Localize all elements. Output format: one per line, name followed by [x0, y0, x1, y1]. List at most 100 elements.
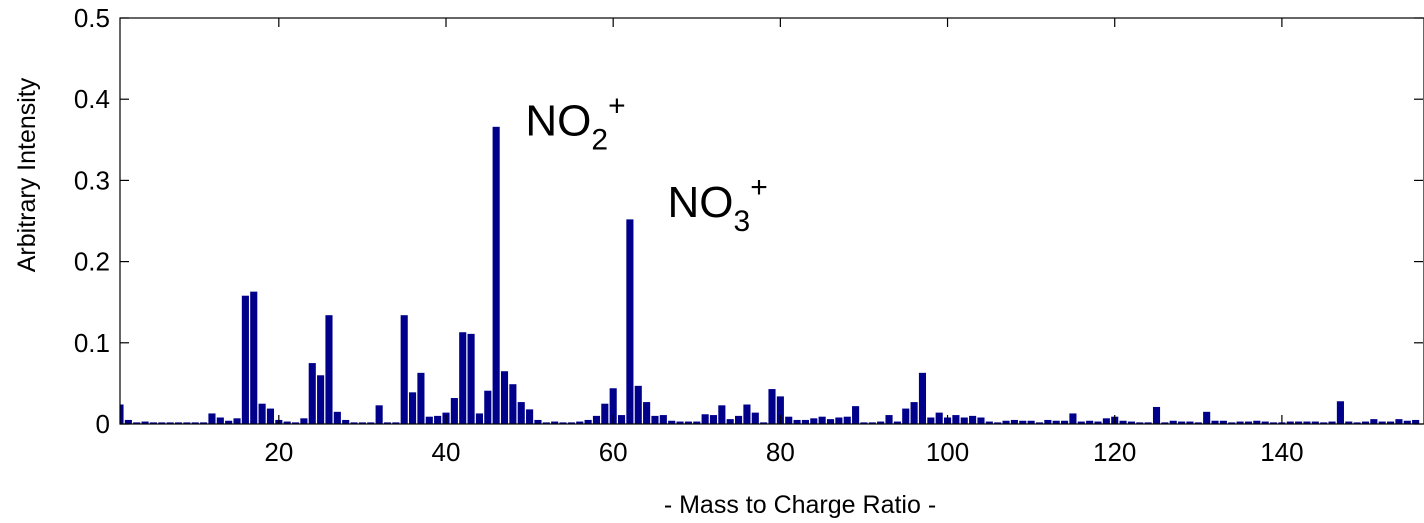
bar-mz-129	[1186, 421, 1194, 424]
bar-mz-97	[918, 372, 927, 424]
bar-mz-72	[709, 415, 718, 424]
bar-mz-12	[208, 413, 216, 424]
x-axis-label: - Mass to Charge Ratio -	[664, 491, 936, 519]
bar-mz-108	[1010, 419, 1018, 424]
bar-mz-64	[643, 402, 651, 424]
bar-mz-127	[1169, 420, 1177, 424]
bar-mz-87	[835, 417, 843, 424]
bar-mz-154	[1395, 419, 1403, 424]
y-tick-label: 0.5	[74, 3, 110, 33]
bar-mz-41	[450, 398, 458, 424]
bar-mz-30	[358, 422, 366, 424]
bar-mz-9	[183, 422, 191, 424]
bar-mz-130	[1194, 422, 1202, 424]
bar-mz-70	[693, 421, 701, 424]
bar-mz-46	[492, 126, 500, 424]
bar-mz-111	[1035, 422, 1044, 424]
bar-mz-18	[258, 403, 266, 424]
bar-mz-84	[810, 418, 818, 424]
bar-mz-132	[1211, 420, 1219, 424]
annotation-superscript: +	[608, 90, 626, 123]
annotation-subscript: 2	[591, 124, 608, 157]
bar-mz-63	[634, 385, 642, 424]
annotation-superscript: +	[750, 171, 768, 204]
bar-mz-99	[935, 412, 943, 424]
bar-mz-68	[676, 421, 684, 424]
bar-mz-107	[1002, 420, 1010, 424]
bar-mz-95	[902, 408, 910, 424]
bar-mz-8	[174, 422, 183, 424]
bar-mz-7	[166, 422, 174, 424]
bar-mz-94	[893, 421, 901, 424]
bar-mz-24	[308, 363, 316, 424]
bar-mz-89	[852, 406, 860, 424]
bar-mz-125	[1152, 406, 1161, 424]
x-tick-label: 20	[264, 437, 293, 467]
bar-mz-2	[124, 419, 132, 424]
bar-mz-135	[1236, 421, 1244, 424]
bar-mz-86	[826, 419, 835, 424]
bar-mz-88	[843, 416, 851, 424]
bar-mz-77	[751, 412, 759, 424]
bar-mz-36	[409, 392, 417, 424]
y-tick-label: 0	[96, 409, 110, 439]
bar-mz-62	[626, 219, 634, 424]
bar-mz-109	[1019, 420, 1027, 424]
bar-mz-124	[1144, 422, 1152, 424]
bar-mz-4	[141, 421, 149, 424]
peak-annotation-3: NO3+	[668, 171, 768, 238]
bar-mz-10	[191, 422, 199, 424]
bar-mz-75	[735, 415, 743, 424]
bar-mz-11	[200, 422, 208, 424]
bar-mz-45	[484, 390, 492, 424]
bar-mz-19	[266, 408, 275, 424]
bar-mz-67	[668, 420, 676, 424]
bar-mz-6	[158, 422, 166, 424]
bar-mz-123	[1136, 422, 1144, 424]
bar-mz-55	[567, 422, 575, 424]
bar-mz-15	[233, 418, 241, 424]
bar-mz-58	[592, 415, 601, 424]
bar-mz-155	[1403, 420, 1411, 424]
bar-mz-54	[559, 422, 567, 424]
bar-mz-144	[1311, 421, 1319, 424]
bar-mz-38	[425, 416, 433, 424]
bar-mz-39	[434, 415, 442, 424]
bar-mz-146	[1328, 421, 1336, 424]
bar-mz-90	[860, 422, 868, 424]
plot-frame	[119, 17, 1424, 425]
bar-mz-102	[960, 417, 968, 424]
x-tick-label: 100	[926, 437, 969, 467]
bar-mz-56	[576, 421, 584, 424]
bar-mz-143	[1303, 421, 1311, 424]
y-tick-label: 0.2	[74, 247, 110, 277]
bar-mz-43	[467, 333, 475, 424]
bar-mz-65	[651, 415, 659, 424]
bar-series	[120, 126, 1420, 424]
bar-mz-23	[300, 418, 308, 424]
peak-annotation-2: NO2+	[525, 90, 625, 157]
bar-mz-145	[1320, 422, 1328, 424]
y-tick-label: 0.3	[74, 165, 110, 195]
bar-mz-50	[526, 409, 534, 424]
bar-mz-81	[785, 416, 793, 424]
bar-mz-138	[1261, 421, 1269, 424]
bar-mz-128	[1178, 421, 1186, 424]
bar-mz-118	[1094, 421, 1102, 424]
bar-mz-153	[1387, 421, 1395, 424]
bar-mz-13	[216, 417, 224, 424]
annotation-base: NO	[668, 178, 734, 227]
bar-mz-26	[325, 315, 333, 424]
bar-mz-16	[241, 295, 249, 424]
bar-mz-74	[726, 419, 734, 424]
bar-mz-148	[1345, 421, 1353, 424]
plot-background	[120, 18, 1424, 424]
bar-mz-32	[375, 405, 383, 424]
y-tick-label: 0.4	[74, 84, 110, 114]
bar-mz-150	[1361, 421, 1370, 424]
bar-mz-49	[517, 402, 525, 424]
bar-mz-51	[534, 419, 542, 424]
bar-mz-104	[977, 417, 985, 424]
bar-mz-136	[1244, 421, 1253, 424]
bar-mz-119	[1102, 418, 1110, 424]
